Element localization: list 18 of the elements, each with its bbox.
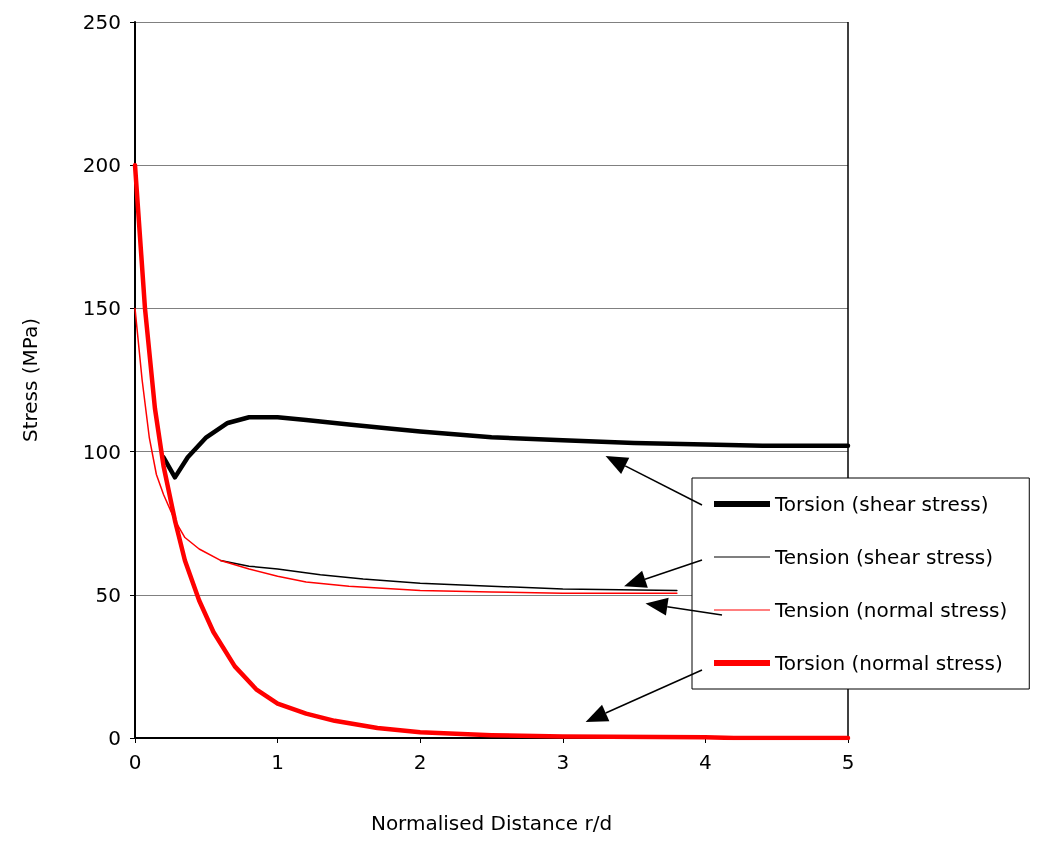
x-tick-label: 0	[128, 750, 142, 774]
y-tick-label: 150	[82, 296, 121, 321]
legend-label: Tension (shear stress)	[774, 545, 994, 569]
x-tick-label: 3	[556, 750, 570, 774]
legend-label: Torsion (normal stress)	[774, 651, 1003, 675]
legend-label: Torsion (shear stress)	[774, 492, 989, 516]
x-axis-title: Normalised Distance r/d	[370, 811, 613, 835]
y-tick-label: 200	[82, 153, 121, 178]
x-tick-label: 1	[271, 750, 284, 774]
y-tick-label: 50	[95, 582, 121, 607]
x-tick-label: 5	[841, 750, 855, 774]
y-tick-label: 100	[82, 439, 121, 464]
x-tick-label: 4	[699, 750, 712, 774]
y-tick-label: 250	[82, 10, 121, 34]
x-tick-label: 2	[413, 750, 427, 774]
legend-label: Tension (normal stress)	[774, 598, 1008, 622]
y-axis-title: Stress (MPa)	[18, 317, 42, 443]
y-tick-label: 0	[108, 726, 121, 750]
